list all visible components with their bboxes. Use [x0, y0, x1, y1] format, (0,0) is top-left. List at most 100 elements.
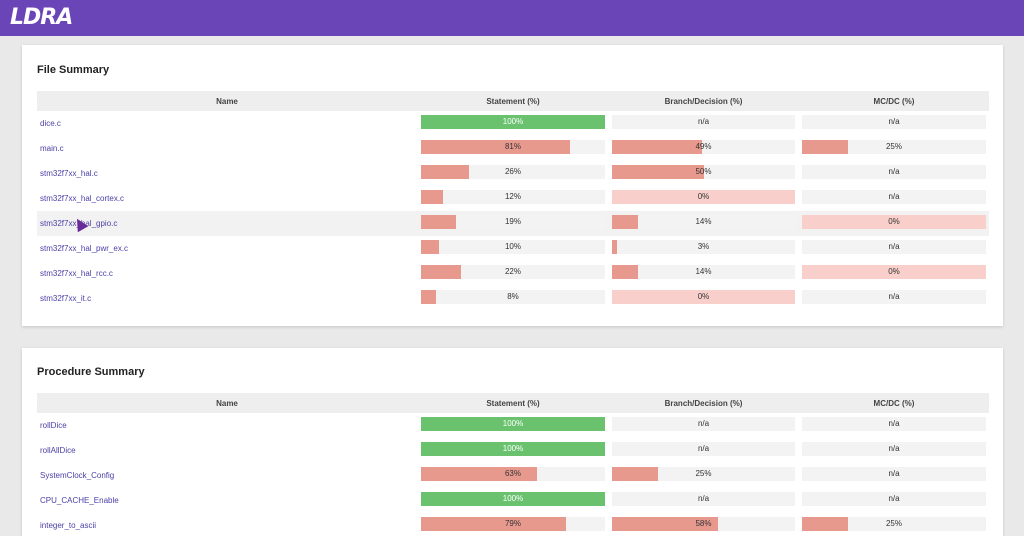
row-name-link[interactable]: stm32f7xx_hal_pwr_ex.c [40, 244, 129, 253]
table-row: stm32f7xx_it.c 8% 0% n/a [37, 286, 989, 311]
statement-coverage-value: 63% [504, 469, 521, 478]
branch-coverage-bar [612, 517, 719, 531]
statement-coverage-value: 12% [504, 192, 521, 201]
table-row: SystemClock_Config 63% 25% n/a [37, 463, 989, 488]
mcdc-coverage-cell: 0% [802, 215, 986, 229]
statement-coverage-bar [421, 240, 440, 254]
mcdc-coverage-value: n/a [888, 167, 900, 176]
row-name-link[interactable]: stm32f7xx_hal_rcc.c [40, 269, 113, 278]
branch-coverage-bar [612, 290, 795, 304]
statement-coverage-value: 26% [504, 167, 521, 176]
branch-coverage-cell: 14% [612, 265, 795, 279]
branch-coverage-cell: 3% [612, 240, 795, 254]
mcdc-coverage-cell: n/a [802, 190, 986, 204]
row-name-link[interactable]: stm32f7xx_hal.c [40, 169, 98, 178]
branch-coverage-value: 3% [697, 242, 710, 251]
col-name-header[interactable]: Name [216, 399, 238, 408]
statement-coverage-bar [421, 492, 605, 506]
col-branch-header[interactable]: Branch/Decision (%) [664, 97, 743, 106]
mcdc-coverage-value: 25% [885, 519, 902, 528]
statement-coverage-cell: 19% [421, 215, 605, 229]
branch-coverage-bar [612, 190, 795, 204]
statement-coverage-cell: 26% [421, 165, 605, 179]
statement-coverage-value: 8% [507, 292, 519, 301]
branch-coverage-bar [612, 215, 638, 229]
branch-coverage-cell: 25% [612, 467, 795, 481]
mcdc-coverage-bar [802, 215, 986, 229]
branch-coverage-bar [612, 265, 638, 279]
row-name-link[interactable]: rollDice [40, 421, 67, 430]
statement-coverage-value: 79% [504, 519, 521, 528]
row-name-link[interactable]: stm32f7xx_hal_gpio.c [40, 219, 118, 228]
table-row: CPU_CACHE_Enable 100% n/a n/a [37, 488, 989, 513]
statement-coverage-value: 100% [502, 444, 524, 453]
mcdc-coverage-value: n/a [888, 469, 900, 478]
statement-coverage-value: 100% [502, 494, 524, 503]
row-name-link[interactable]: dice.c [40, 119, 61, 128]
statement-coverage-cell: 100% [421, 417, 605, 431]
row-name-link[interactable]: rollAllDice [40, 446, 76, 455]
statement-coverage-cell: 22% [421, 265, 605, 279]
statement-coverage-bar [421, 517, 567, 531]
mcdc-coverage-value: n/a [888, 117, 900, 126]
col-mcdc-header[interactable]: MC/DC (%) [873, 399, 915, 408]
table-row: main.c 81% 49% 25% [37, 136, 989, 161]
col-name-header[interactable]: Name [216, 97, 238, 106]
mcdc-coverage-bar [802, 517, 848, 531]
table-row: rollDice 100% n/a n/a [37, 413, 989, 438]
col-statement-header[interactable]: Statement (%) [486, 97, 540, 106]
mcdc-coverage-cell: n/a [802, 467, 986, 481]
mcdc-coverage-value: n/a [888, 419, 900, 428]
row-name-link[interactable]: stm32f7xx_hal_cortex.c [40, 194, 125, 203]
table-row: stm32f7xx_hal_pwr_ex.c 10% 3% n/a [37, 236, 989, 261]
statement-coverage-bar [421, 265, 462, 279]
top-bar: LDRA [0, 0, 1024, 36]
statement-coverage-bar [421, 467, 537, 481]
branch-coverage-value: 14% [695, 267, 712, 276]
statement-coverage-bar [421, 165, 469, 179]
row-name-link[interactable]: SystemClock_Config [40, 471, 115, 480]
statement-coverage-bar [421, 442, 605, 456]
branch-coverage-cell: 14% [612, 215, 795, 229]
statement-coverage-cell: 12% [421, 190, 605, 204]
branch-coverage-value: n/a [697, 419, 710, 428]
table-row: stm32f7xx_hal_gpio.c 19% 14% 0% [37, 211, 989, 236]
branch-coverage-value: 0% [697, 192, 710, 201]
mcdc-coverage-value: 0% [888, 267, 900, 276]
ldra-logo[interactable]: LDRA [10, 5, 73, 30]
statement-coverage-value: 100% [502, 117, 524, 126]
table-row: stm32f7xx_hal.c 26% 50% n/a [37, 161, 989, 186]
file-summary-table: Name Statement (%) Branch/Decision (%) M… [37, 91, 989, 311]
statement-coverage-cell: 81% [421, 140, 605, 154]
mcdc-coverage-cell: n/a [802, 240, 986, 254]
row-name-link[interactable]: integer_to_ascii [40, 521, 97, 530]
mcdc-coverage-cell: n/a [802, 165, 986, 179]
branch-coverage-bar [612, 240, 618, 254]
table-row: stm32f7xx_hal_cortex.c 12% 0% n/a [37, 186, 989, 211]
statement-coverage-cell: 100% [421, 492, 605, 506]
mcdc-coverage-value: n/a [888, 192, 900, 201]
statement-coverage-cell: 63% [421, 467, 605, 481]
mcdc-coverage-cell: 25% [802, 140, 986, 154]
table-row: integer_to_ascii 79% 58% 25% [37, 513, 989, 536]
branch-coverage-cell: 0% [612, 290, 795, 304]
mcdc-coverage-value: 25% [885, 142, 902, 151]
row-name-link[interactable]: main.c [40, 144, 64, 153]
statement-coverage-bar [421, 140, 571, 154]
statement-coverage-cell: 100% [421, 115, 605, 129]
row-name-link[interactable]: stm32f7xx_it.c [40, 294, 92, 303]
branch-coverage-value: n/a [697, 494, 710, 503]
statement-coverage-value: 10% [504, 242, 521, 251]
col-statement-header[interactable]: Statement (%) [486, 399, 540, 408]
col-mcdc-header[interactable]: MC/DC (%) [873, 97, 915, 106]
branch-coverage-bar [612, 140, 702, 154]
procedure-summary-title: Procedure Summary [37, 366, 145, 378]
col-branch-header[interactable]: Branch/Decision (%) [664, 399, 743, 408]
row-name-link[interactable]: CPU_CACHE_Enable [40, 496, 119, 505]
branch-coverage-value: n/a [697, 117, 710, 126]
statement-coverage-value: 22% [504, 267, 521, 276]
branch-coverage-cell: 50% [612, 165, 795, 179]
branch-coverage-bar [612, 467, 658, 481]
statement-coverage-cell: 10% [421, 240, 605, 254]
table-row: stm32f7xx_hal_rcc.c 22% 14% 0% [37, 261, 989, 286]
